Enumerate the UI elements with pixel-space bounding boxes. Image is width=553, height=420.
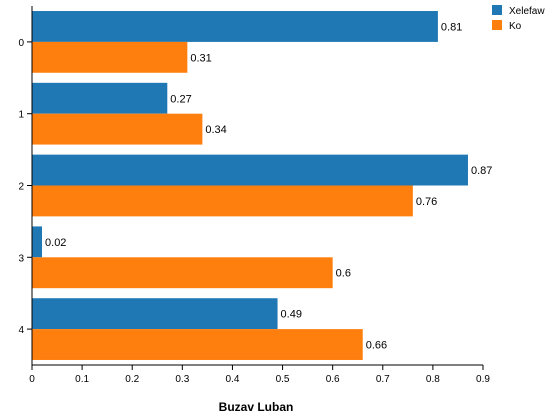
x-tick-label-0.7: 0.7	[376, 374, 390, 385]
bar-ko-1	[32, 113, 203, 145]
bar-ko-2	[32, 185, 413, 217]
y-tick-label-4: 4	[18, 325, 24, 336]
bar-xelefaw-1	[32, 82, 168, 114]
data-label-xelefaw-2: 0.87	[471, 165, 492, 177]
legend: Xelefaw Ko	[492, 5, 545, 32]
data-label-xelefaw-4: 0.49	[281, 309, 302, 321]
legend-label-xelefaw: Xelefaw	[509, 6, 545, 17]
x-tick-label-0.2: 0.2	[125, 374, 139, 385]
axes-layer: 0 1 2 3 4 0 0.1 0.2 0.3 0.4 0.5 0.6 0.7 0.8 0.9	[18, 6, 490, 385]
x-tick-label-0.3: 0.3	[175, 374, 189, 385]
x-tick-label-0.4: 0.4	[225, 374, 239, 385]
bar-xelefaw-2	[32, 154, 468, 186]
bar-ko-0	[32, 41, 188, 73]
bar-ko-3	[32, 257, 333, 289]
legend-swatch-xelefaw	[492, 5, 502, 15]
x-tick-label-0.5: 0.5	[276, 374, 290, 385]
x-axis-title: Buzav Luban	[219, 400, 294, 414]
x-tick-label-0: 0	[29, 374, 35, 385]
x-tick-label-0.1: 0.1	[75, 374, 89, 385]
y-tick-label-3: 3	[18, 253, 24, 264]
data-label-xelefaw-3: 0.02	[45, 237, 66, 249]
data-label-ko-3: 0.6	[336, 268, 351, 280]
x-tick-label-0.9: 0.9	[476, 374, 490, 385]
data-labels-layer: 0.81 0.31 0.27 0.34 0.87 0.76 0.02 0.6 0.49 0.66	[45, 21, 492, 351]
data-label-xelefaw-1: 0.27	[170, 93, 191, 105]
bar-xelefaw-0	[32, 11, 438, 42]
data-label-ko-0: 0.31	[190, 52, 211, 64]
data-label-ko-1: 0.34	[205, 124, 226, 136]
data-label-xelefaw-0: 0.81	[441, 21, 462, 33]
x-tick-label-0.8: 0.8	[426, 374, 440, 385]
bar-xelefaw-3	[32, 226, 43, 258]
y-tick-label-1: 1	[18, 110, 24, 121]
y-tick-label-2: 2	[18, 182, 24, 193]
data-label-ko-2: 0.76	[416, 196, 437, 208]
x-tick-label-0.6: 0.6	[326, 374, 340, 385]
y-tick-label-0: 0	[18, 38, 24, 49]
bar-ko-4	[32, 329, 363, 360]
legend-label-ko: Ko	[509, 21, 522, 32]
bar-xelefaw-4	[32, 298, 278, 330]
data-label-ko-4: 0.66	[366, 340, 387, 352]
legend-swatch-ko	[492, 20, 502, 30]
bars-layer	[32, 11, 468, 360]
